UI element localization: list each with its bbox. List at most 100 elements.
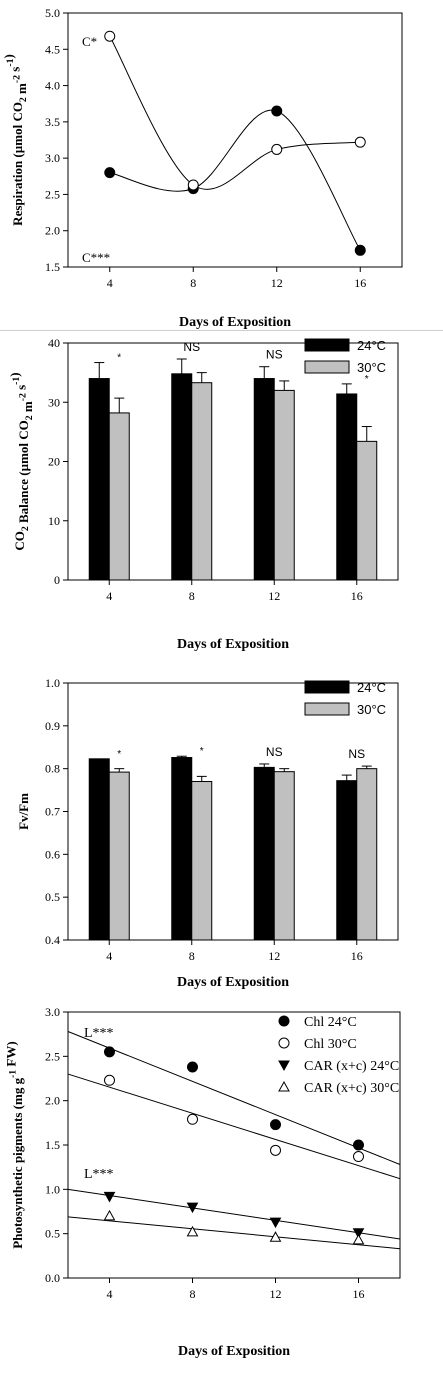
data-point [270,1119,281,1131]
data-point [103,1191,116,1203]
y-tick-label: 20 [48,455,60,469]
y-tick-label: 0.5 [45,890,60,904]
y-tick-label: 0.5 [45,1227,60,1241]
data-point [104,167,116,179]
y-tick-label: 2.0 [45,1094,60,1108]
data-point [353,1139,364,1151]
significance-label: NS [266,348,283,362]
data-point [270,1144,281,1156]
y-tick-label: 4.0 [45,79,60,93]
x-tick-label: 4 [107,276,113,290]
bar [108,412,130,581]
y-tick-label: 0.4 [45,933,60,947]
legend-label: Chl 24°C [304,1015,357,1030]
data-point [103,1209,116,1221]
y-tick-label: 0.6 [45,847,60,861]
legend-label: CAR (x+c) 24°C [304,1059,399,1074]
data-point [186,1225,199,1237]
x-tick-label: 16 [351,949,363,963]
bar [273,389,295,581]
x-tick-label: 8 [190,1287,196,1301]
x-tick-label: 4 [106,949,112,963]
bar [88,378,110,581]
x-axis-label: Days of Exposition [178,1344,290,1359]
y-tick-label: 2.0 [45,224,60,238]
significance-label: * [117,749,121,760]
data-point [354,136,366,148]
significance-label: NS [266,745,283,759]
y-tick-label: 2.5 [45,187,60,201]
panel-divider [0,330,443,331]
x-tick-label: 12 [270,1287,282,1301]
bar [108,771,130,941]
x-axis-label: Days of Exposition [177,975,289,990]
x-axis-label: Days of Exposition [179,315,291,330]
regression-line [67,1073,401,1180]
legend-swatch [304,702,350,716]
data-point [352,1233,365,1245]
y-tick-label: 0.0 [45,1271,60,1285]
series-line [109,35,361,190]
data-point [353,1151,364,1163]
legend-label: 30°C [357,702,386,717]
data-point [271,105,283,117]
regression-line [67,1188,401,1240]
series-line [109,109,361,251]
legend-label: Chl 30°C [304,1037,357,1052]
bar [191,781,213,941]
y-axis-label: Photosynthetic pigments (mg g-1 FW) [4,1041,25,1248]
annotation: C* [82,34,97,49]
data-point [278,1015,290,1027]
x-tick-label: 8 [190,276,196,290]
legend-label: 24°C [357,680,386,695]
annotation: L*** [84,1167,114,1182]
bar [253,378,275,581]
x-tick-label: 4 [107,1287,113,1301]
y-tick-label: 0.7 [45,805,60,819]
y-tick-label: 1.5 [45,1138,60,1152]
bar [336,393,358,581]
x-tick-label: 16 [354,276,366,290]
x-tick-label: 12 [268,949,280,963]
y-axis-label: CO2 Balance (µmol CO2 m-2 s-1) [7,372,35,550]
bar [191,382,213,581]
fv-fm-chart: 0.4 0.5 0.6 0.7 0.8 0.9 1.0 4 8 12 16 Days of Expos… [16,676,399,990]
data-point [278,1037,290,1049]
x-tick-label: 4 [106,589,112,603]
co2-balance-chart: 0 10 20 30 40 4 8 12 16 Days of Exposition CO2 Bal… [7,336,399,652]
y-tick-label: 10 [48,514,60,528]
legend-label: 30°C [357,360,386,375]
y-tick-label: 1.5 [45,260,60,274]
data-point [187,1061,198,1073]
legend-label: CAR (x+c) 30°C [304,1081,399,1096]
regression-line [67,1031,401,1165]
y-tick-label: 3.0 [45,151,60,165]
bar [356,440,378,581]
significance-label: * [117,353,121,364]
data-point [271,143,283,155]
x-axis-label: Days of Exposition [177,637,289,652]
y-tick-label: 5.0 [45,6,60,20]
y-axis-label: Respiration (µmol CO2 m-2 s-1) [1,54,29,226]
y-tick-label: 30 [48,395,60,409]
data-point [278,1060,290,1072]
bar [171,373,193,581]
y-tick-label: 1.0 [45,676,60,690]
data-point [278,1080,290,1092]
y-tick-label: 3.0 [45,1005,60,1019]
y-tick-label: 0 [54,573,60,587]
pigments-chart: 0.0 0.5 1.0 1.5 2.0 2.5 3.0 4 8 12 16 Days of Expos… [4,1005,401,1359]
y-tick-label: 2.5 [45,1049,60,1063]
data-point [187,1113,198,1125]
data-point [269,1231,282,1242]
data-point [186,1202,199,1214]
data-point [187,179,199,191]
significance-label: * [365,374,369,385]
x-tick-label: 16 [351,589,363,603]
legend-label: 24°C [357,338,386,353]
x-tick-label: 16 [353,1287,365,1301]
y-axis-label: Fv/Fm [16,793,31,830]
y-tick-label: 4.5 [45,42,60,56]
data-point [354,244,366,256]
